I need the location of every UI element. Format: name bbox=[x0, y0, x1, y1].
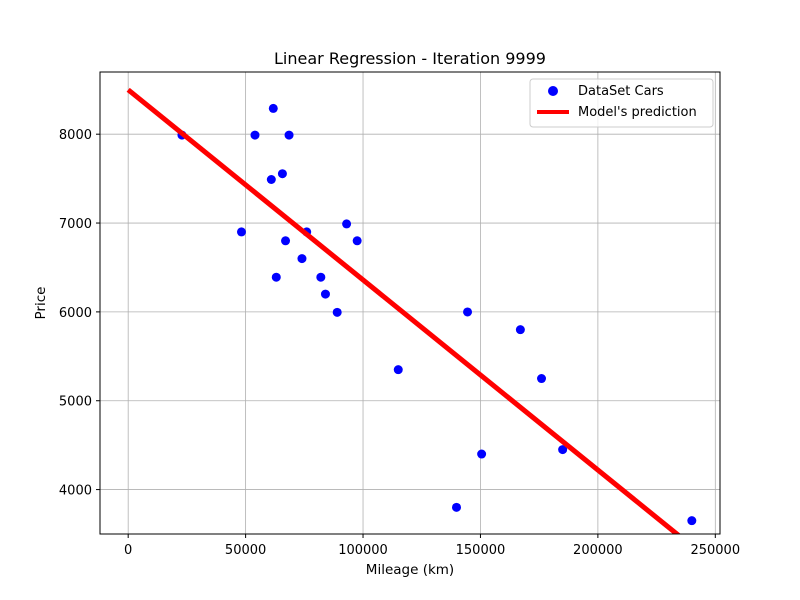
y-tick-label: 7000 bbox=[59, 217, 92, 232]
y-tick-label: 4000 bbox=[59, 484, 92, 499]
legend-label-dataset-cars: DataSet Cars bbox=[578, 84, 664, 99]
x-axis-label: Mileage (km) bbox=[366, 562, 454, 578]
y-tick-label: 8000 bbox=[59, 128, 92, 143]
data-point bbox=[687, 516, 697, 526]
data-point bbox=[452, 502, 461, 512]
data-point bbox=[515, 325, 525, 335]
data-point bbox=[271, 272, 281, 282]
chart-title: Linear Regression - Iteration 9999 bbox=[274, 49, 546, 68]
data-point bbox=[266, 175, 276, 185]
plot-area bbox=[126, 87, 697, 534]
y-axis-label: Price bbox=[33, 287, 49, 320]
legend-label-model-prediction: Model's prediction bbox=[578, 105, 697, 120]
data-point bbox=[332, 307, 342, 317]
legend: DataSet Cars Model's prediction bbox=[529, 78, 714, 128]
y-tick-label: 6000 bbox=[59, 306, 92, 321]
legend-marker-dataset-cars bbox=[548, 86, 558, 96]
legend-box bbox=[529, 78, 714, 128]
data-point bbox=[268, 103, 278, 113]
axis-ticks: 0 50000 100000 150000 200000 250000 4000 5000 60… bbox=[59, 128, 740, 558]
data-point bbox=[284, 130, 294, 140]
data-point bbox=[250, 130, 260, 140]
y-tick-label: 5000 bbox=[59, 395, 92, 410]
data-point bbox=[393, 365, 403, 375]
data-point bbox=[537, 374, 547, 384]
x-tick-label: 50000 bbox=[225, 543, 266, 558]
data-point bbox=[463, 307, 473, 317]
grid bbox=[100, 72, 720, 534]
data-point bbox=[352, 236, 362, 246]
x-tick-label: 0 bbox=[124, 543, 132, 558]
regression-line bbox=[126, 87, 681, 534]
data-point bbox=[320, 289, 330, 299]
data-point bbox=[316, 272, 326, 282]
data-point bbox=[236, 227, 246, 237]
data-point bbox=[277, 169, 287, 179]
data-point bbox=[477, 449, 487, 459]
x-tick-label: 200000 bbox=[573, 543, 623, 558]
data-point bbox=[281, 236, 291, 246]
data-point bbox=[558, 445, 568, 455]
x-tick-label: 250000 bbox=[690, 543, 740, 558]
data-point bbox=[342, 219, 352, 229]
x-tick-label: 150000 bbox=[456, 543, 506, 558]
axes-frame bbox=[99, 71, 721, 535]
data-point bbox=[297, 254, 307, 264]
x-tick-label: 100000 bbox=[338, 543, 388, 558]
